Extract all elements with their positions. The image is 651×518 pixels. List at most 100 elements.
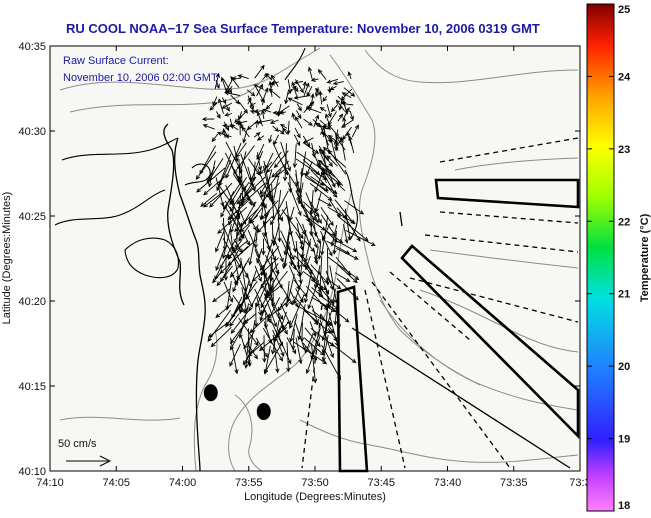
contour-line [234,394,263,472]
current-vector [334,137,346,147]
current-vector [332,80,344,86]
current-vector [265,72,273,81]
current-vector [347,71,352,80]
contour-line [429,249,579,269]
colorbar-tick-label: 25 [618,4,630,16]
current-vector [268,88,281,99]
station-markers [203,384,271,420]
current-vector [304,337,325,356]
current-vector [238,303,250,339]
current-vector [324,113,330,121]
current-vector [328,149,347,175]
current-vector [201,116,215,122]
current-vector [214,72,220,90]
current-vector [302,270,317,282]
colorbar-tick-label: 23 [618,144,630,156]
current-vector [345,229,376,246]
current-vector [326,78,338,84]
current-vector [270,74,279,87]
current-vector [310,169,338,198]
current-vector [207,320,232,338]
current-vector [196,167,226,193]
current-vector [311,222,321,244]
current-vector [256,83,263,97]
y-tick-label: 40:35 [18,41,46,53]
current-vector [266,151,282,174]
current-vector [272,110,281,115]
current-vector [313,114,320,128]
current-vector [292,144,298,169]
current-vector [223,91,240,96]
current-vector [218,98,224,114]
y-axis-label: Latitude (Degrees:Minutes) [1,192,13,325]
current-vector [295,337,303,365]
current-vector [254,265,262,283]
current-vector [237,74,249,80]
current-vector [260,109,266,120]
current-vector [291,112,296,120]
current-vector [238,222,250,247]
y-tick-label: 40:30 [18,126,46,138]
current-vector [272,125,280,132]
current-vector [351,124,359,138]
current-vector [319,151,336,189]
current-vector [210,326,232,348]
current-vector [282,127,288,135]
current-vector [286,120,291,136]
current-vector [303,118,313,126]
contour-line [329,54,481,386]
current-vector [230,75,240,88]
current-vector [335,99,345,111]
current-vector [279,123,288,129]
current-vector [215,303,232,318]
current-vector [207,160,216,188]
current-vector [313,247,319,266]
contour-line [364,49,579,84]
current-vector [278,335,292,365]
current-vector [288,254,301,278]
current-vector [343,224,349,244]
current-vector [327,134,339,143]
current-vector [280,141,292,172]
current-vector [303,82,310,96]
current-vector [238,101,248,114]
current-vector [224,112,232,117]
current-vector [215,177,225,207]
current-vector [223,254,229,282]
axes: 74:10 74:05 74:00 73:55 73:50 73:45 73:40 73:35… [18,41,590,489]
current-vector [295,240,301,270]
current-vector [220,76,227,90]
current-vector [294,127,301,139]
current-vector [321,334,329,362]
current-vector [306,106,322,114]
current-vector [330,104,339,113]
current-vector [330,224,338,247]
current-vector [311,296,330,308]
scale-arrow-head [99,455,112,467]
current-vector [316,163,336,178]
current-vector [235,142,247,158]
current-vector [334,272,351,283]
coastline [54,189,166,226]
current-vector [302,142,320,154]
current-vector [274,167,288,178]
current-vector [256,135,265,141]
current-vector [262,327,284,362]
current-vector [282,241,291,270]
colorbar-tick-label: 19 [618,434,630,446]
current-vector [216,111,221,119]
x-tick-label: 73:3 [569,477,590,489]
current-vector [221,97,227,105]
coastline [284,47,306,81]
current-vector [336,247,359,260]
current-vector [253,132,261,138]
x-axis-label: Longitude (Degrees:Minutes) [244,491,386,503]
colorbar-tick-label: 24 [618,71,631,83]
current-vector [263,344,282,375]
current-vector [229,344,241,367]
colorbar-label: Temperature (°C) [639,213,651,302]
current-vector [302,81,307,90]
current-vector [336,183,346,192]
radial-line [409,277,579,323]
x-tick-label: 74:10 [36,477,64,489]
